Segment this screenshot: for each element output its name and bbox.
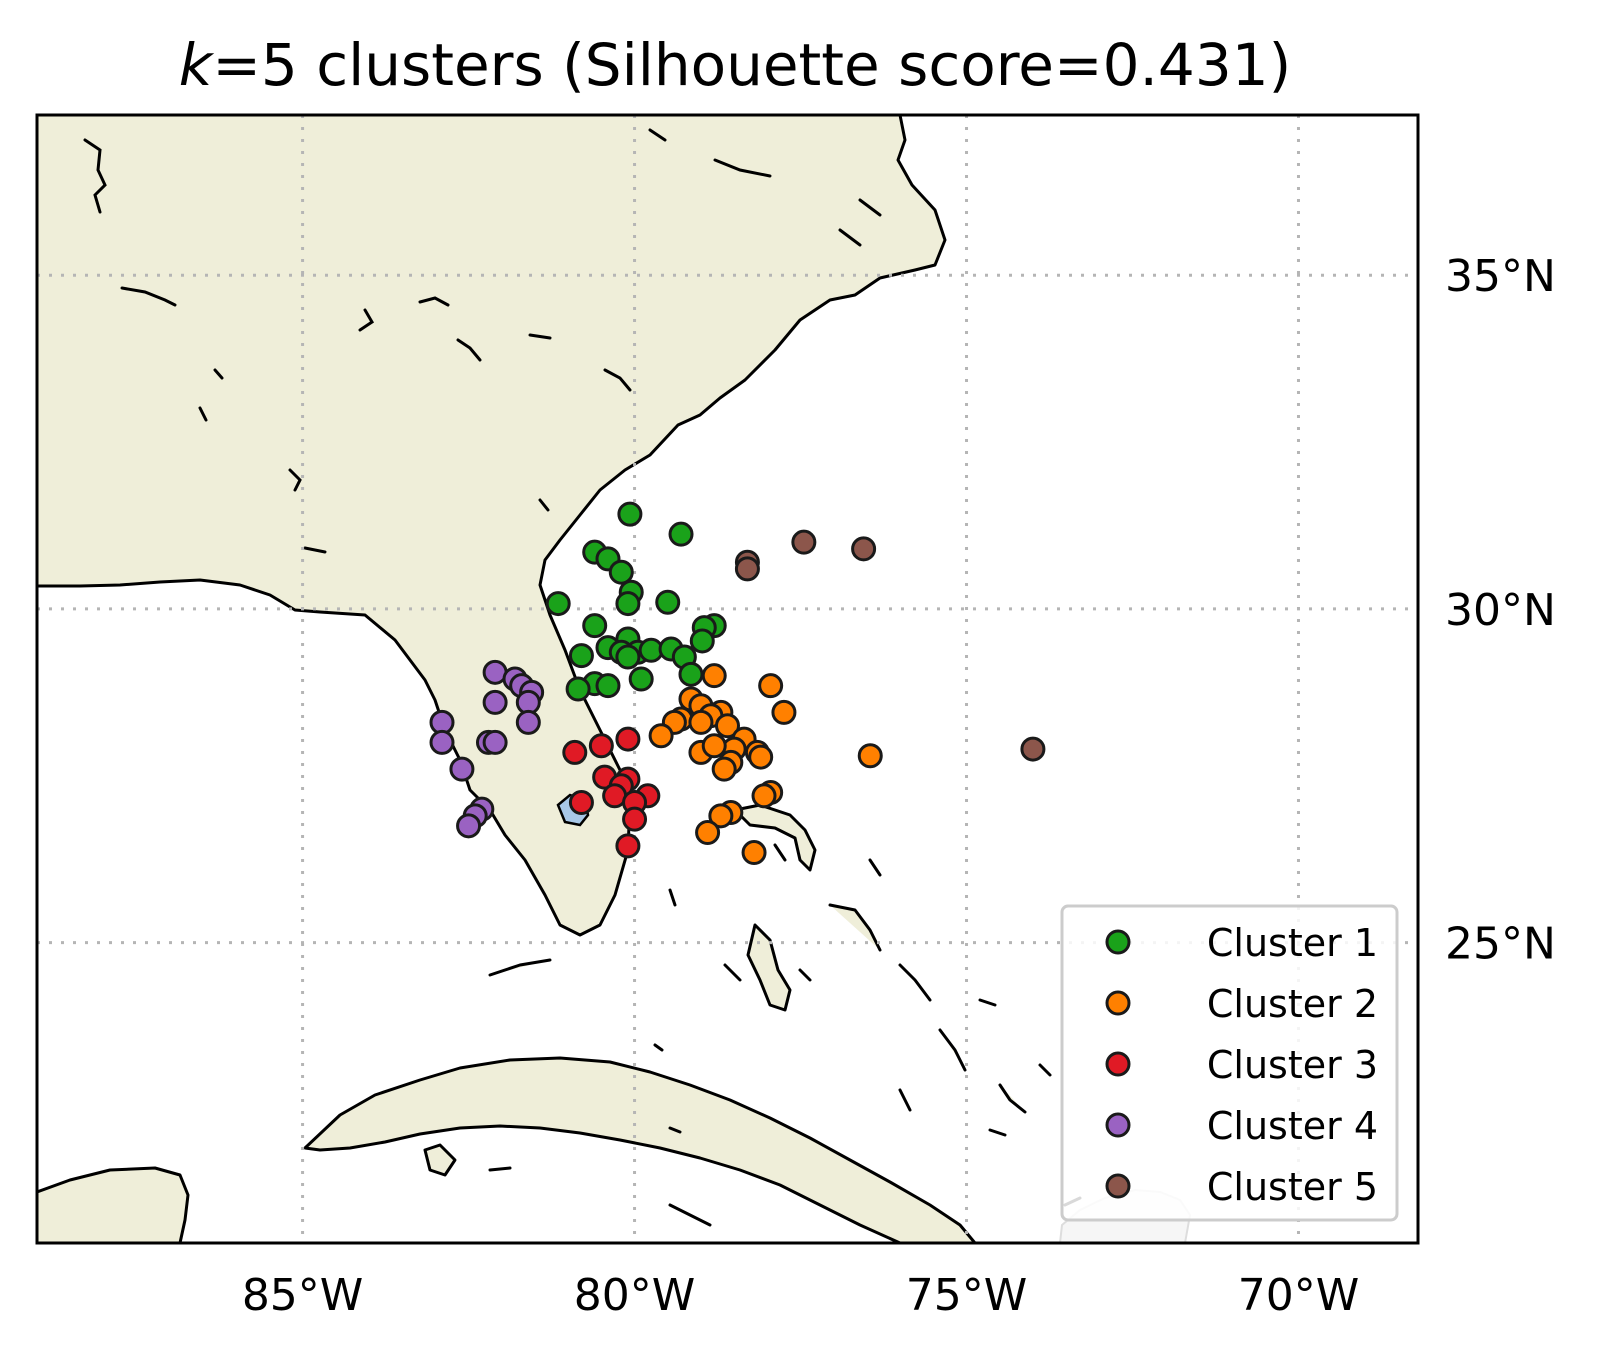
point-cluster-1: [668, 521, 694, 547]
point-cluster-2: [695, 820, 721, 846]
point-cluster-2: [701, 733, 727, 759]
point-cluster-1: [678, 661, 704, 687]
legend-marker-cluster-5: [1105, 1173, 1131, 1199]
chart-title-k: k: [179, 31, 215, 99]
point-cluster-3: [568, 789, 594, 815]
legend-marker-cluster-2: [1105, 990, 1131, 1016]
lon-tick-label: 75°W: [906, 1270, 1028, 1321]
point-cluster-1: [565, 676, 591, 702]
inland-lakes: [83, 128, 882, 554]
point-cluster-1: [628, 666, 654, 692]
point-cluster-3: [615, 726, 641, 752]
point-cluster-4: [515, 709, 541, 735]
point-cluster-2: [771, 699, 797, 725]
land-cuba: [303, 1056, 977, 1243]
scatter-points: [429, 501, 1046, 866]
point-cluster-1: [545, 591, 571, 617]
point-cluster-4: [482, 729, 508, 755]
chart-title-rest: =5 clusters (Silhouette score=0.431): [212, 31, 1291, 99]
legend-label: Cluster 3: [1207, 1043, 1378, 1087]
legend-label: Cluster 2: [1207, 982, 1378, 1026]
point-cluster-2: [751, 783, 777, 809]
point-cluster-1: [615, 644, 641, 670]
point-cluster-3: [562, 739, 588, 765]
lon-tick-label: 70°W: [1238, 1270, 1360, 1321]
point-cluster-1: [568, 643, 594, 669]
lon-tick-label: 85°W: [242, 1270, 364, 1321]
point-cluster-2: [701, 663, 727, 689]
point-cluster-1: [617, 501, 643, 527]
point-cluster-2: [688, 709, 714, 735]
chart-title: k=5 clusters (Silhouette score=0.431): [179, 31, 1292, 99]
point-cluster-1: [582, 613, 608, 639]
point-cluster-1: [689, 628, 715, 654]
lat-tick-label: 25°N: [1445, 919, 1556, 970]
land-yucatan: [37, 1166, 190, 1243]
legend-marker-cluster-1: [1105, 929, 1131, 955]
point-cluster-4: [429, 729, 455, 755]
map-frame: [35, 113, 1420, 1245]
point-cluster-2: [711, 756, 737, 782]
legend-label: Cluster 4: [1207, 1104, 1378, 1148]
legend-box: [1060, 904, 1399, 1222]
point-cluster-5: [1020, 736, 1046, 762]
point-cluster-2: [648, 723, 674, 749]
map-area: [37, 115, 1418, 1243]
point-cluster-2: [741, 840, 767, 866]
point-cluster-1: [608, 559, 634, 585]
lat-tick-labels: 35°N 30°N 25°N: [1445, 251, 1556, 969]
lat-tick-label: 30°N: [1445, 585, 1556, 636]
legend-marker-cluster-4: [1105, 1112, 1131, 1138]
legend-entries: Cluster 1 Cluster 2 Cluster 3 Cluster 4 Clus…: [1105, 921, 1378, 1209]
point-cluster-1: [615, 591, 641, 617]
lat-tick-label: 35°N: [1445, 251, 1556, 302]
point-cluster-5: [734, 556, 760, 582]
point-cluster-2: [748, 744, 774, 770]
point-cluster-3: [622, 806, 648, 832]
legend-label: Cluster 1: [1207, 921, 1378, 965]
point-cluster-1: [595, 673, 621, 699]
lon-tick-labels: 85°W 80°W 75°W 70°W: [242, 1270, 1359, 1321]
point-cluster-4: [456, 813, 482, 839]
lon-tick-label: 80°W: [574, 1270, 696, 1321]
point-cluster-4: [482, 689, 508, 715]
point-cluster-5: [851, 536, 877, 562]
point-cluster-2: [708, 803, 734, 829]
point-cluster-1: [655, 589, 681, 615]
legend-marker-cluster-3: [1105, 1051, 1131, 1077]
point-cluster-5: [791, 529, 817, 555]
legend-label: Cluster 5: [1207, 1165, 1378, 1209]
point-cluster-2: [857, 743, 883, 769]
point-cluster-2: [758, 673, 784, 699]
point-cluster-3: [588, 733, 614, 759]
legend: Cluster 1 Cluster 2 Cluster 3 Cluster 4 Clus…: [1060, 904, 1399, 1222]
point-cluster-2: [715, 713, 740, 739]
point-cluster-3: [615, 833, 641, 859]
point-cluster-4: [449, 756, 475, 782]
